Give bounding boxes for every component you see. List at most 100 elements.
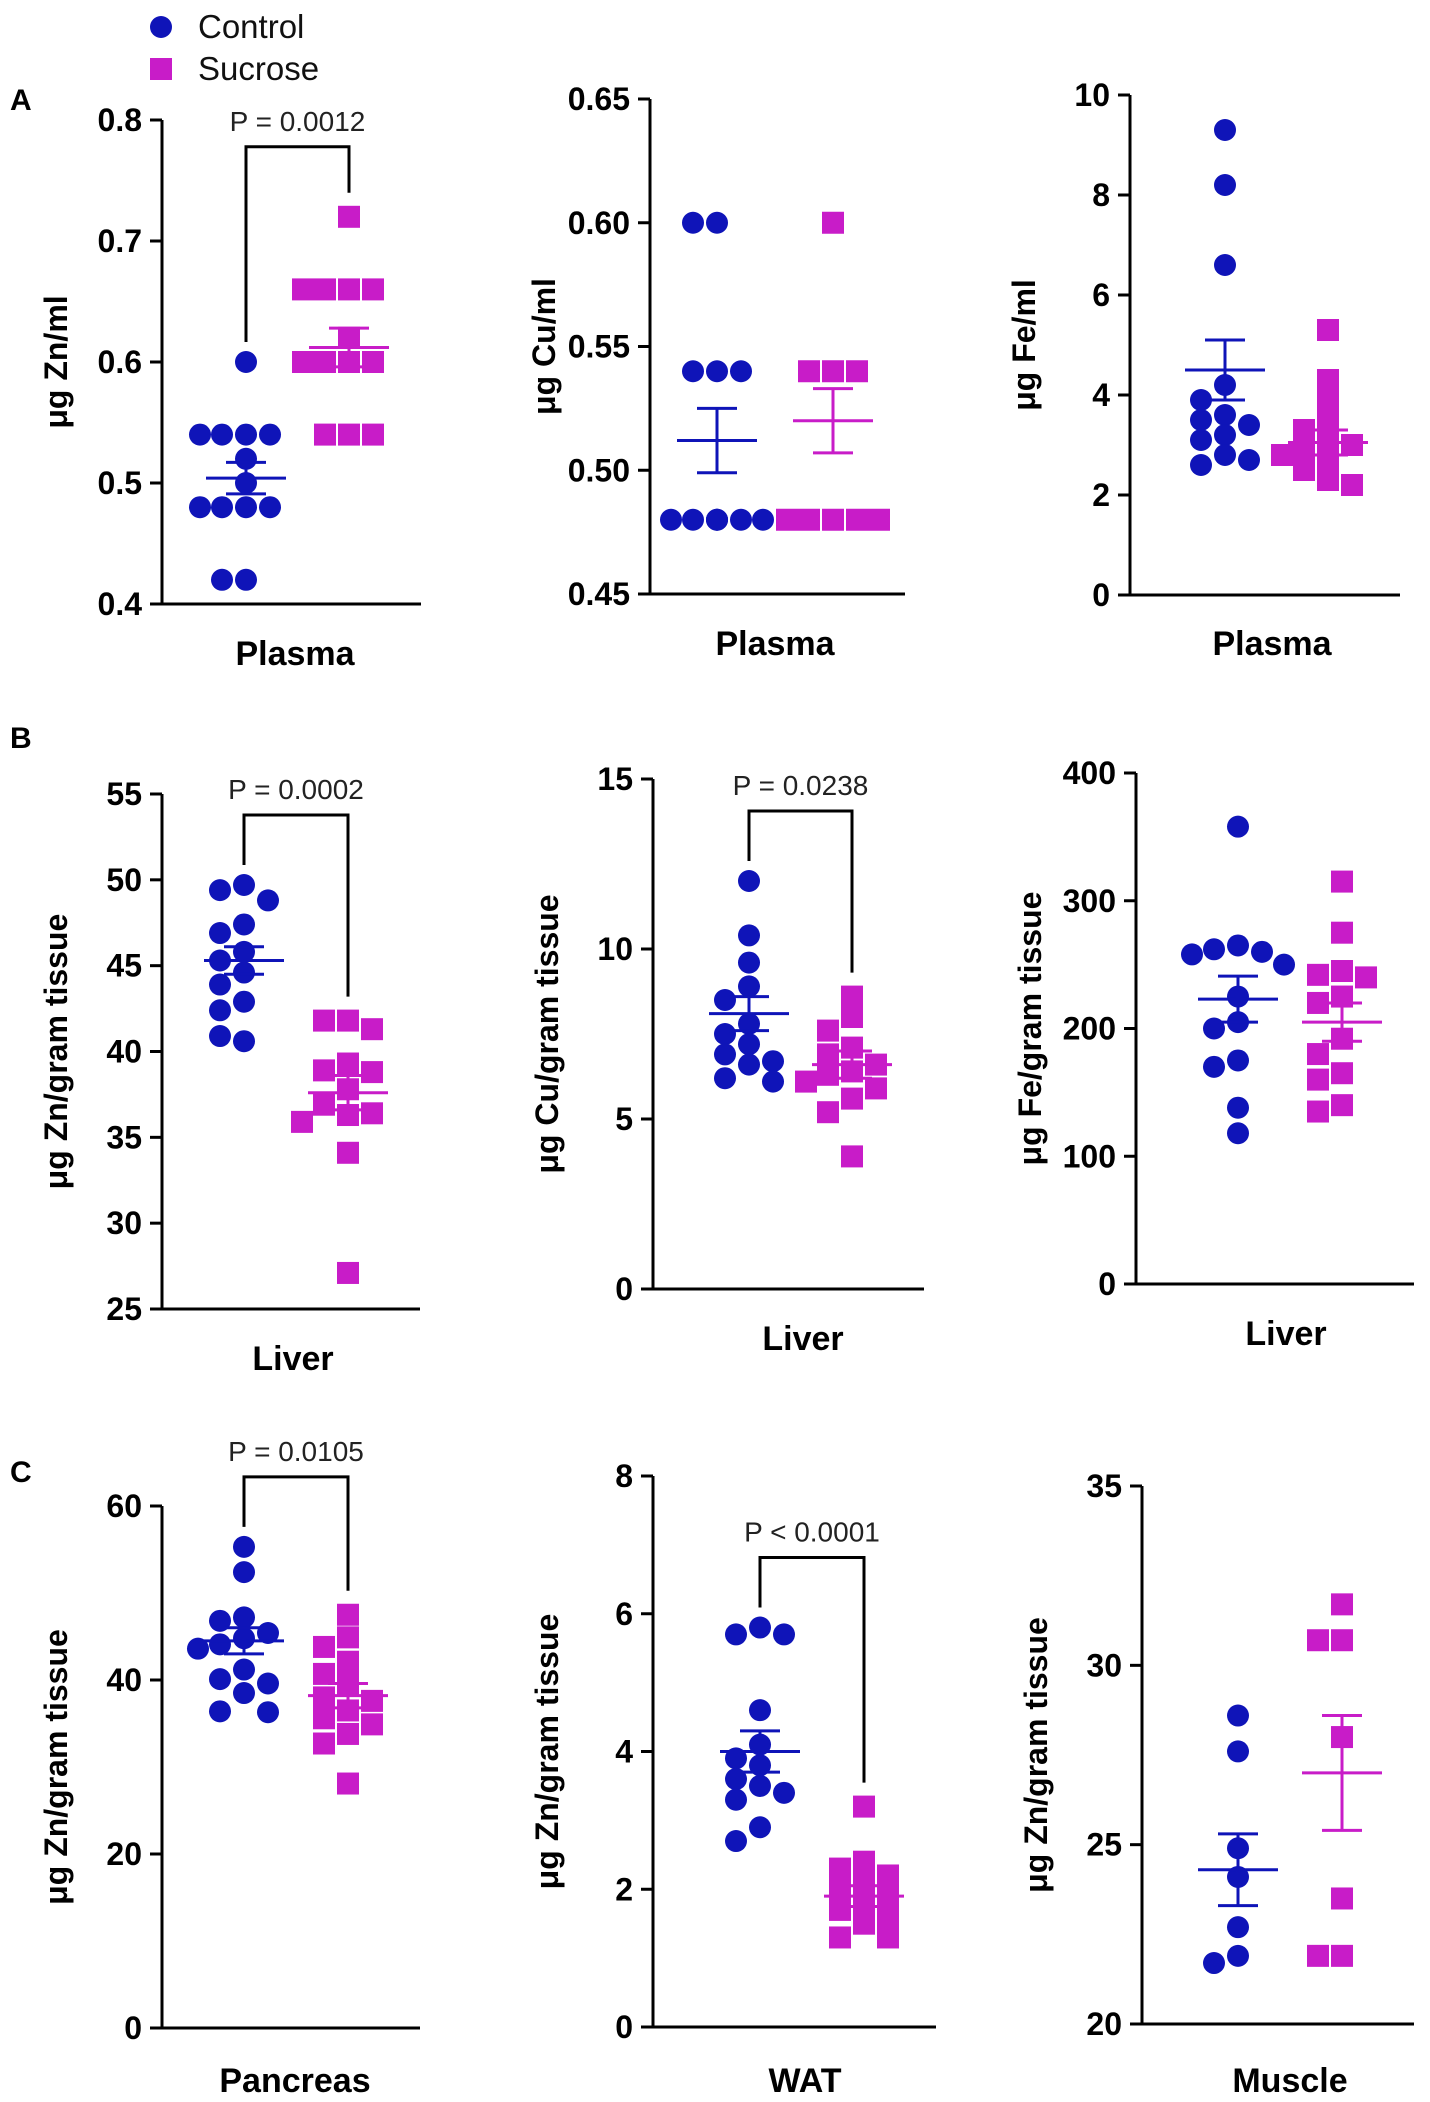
x-axis-label: Plasma: [715, 625, 835, 663]
y-tick-label: 0.50: [568, 452, 630, 488]
control-point: [1273, 953, 1295, 976]
control-point: [235, 496, 257, 519]
sucrose-point: [338, 205, 360, 228]
sucrose-point: [829, 1898, 851, 1921]
control-point: [209, 973, 231, 996]
x-axis-label: Plasma: [1212, 625, 1332, 663]
y-axis-label: μg Zn/gram tissue: [1018, 1617, 1054, 1893]
control-point: [660, 508, 682, 531]
chart-a2: 0.45 0.50 0.55 0.60 0.65 Plasma μg Cu/ml: [526, 81, 905, 663]
sucrose-point: [1341, 474, 1363, 496]
control-point: [235, 423, 257, 446]
control-point: [749, 1816, 771, 1839]
control-point: [1251, 940, 1273, 963]
sucrose-point: [361, 1102, 383, 1125]
y-tick-label: 35: [106, 1119, 142, 1155]
y-tick-label: 300: [1063, 883, 1116, 919]
y-tick-label: 200: [1063, 1011, 1116, 1047]
control-point: [1227, 1944, 1249, 1967]
control-point: [1190, 429, 1212, 451]
sucrose-point: [1307, 1068, 1329, 1091]
y-tick-label: 45: [106, 948, 142, 984]
control-point: [1238, 414, 1260, 436]
control-point: [233, 1561, 255, 1584]
sucrose-point: [817, 1063, 839, 1086]
control-point: [773, 1623, 795, 1646]
y-tick-label: 2: [615, 1871, 633, 1907]
sucrose-point: [829, 1857, 851, 1880]
significance-bracket: [244, 145, 351, 342]
sucrose-point: [877, 1864, 899, 1887]
control-point: [1227, 815, 1249, 838]
sucrose-point: [314, 423, 336, 446]
sucrose-point: [362, 278, 384, 301]
sucrose-point: [361, 1061, 383, 1084]
control-point: [738, 975, 760, 998]
chart-b3: 0 100 200 300 400 Liver μg Fe/gram tissue: [1012, 755, 1414, 1353]
control-point: [714, 1023, 736, 1045]
significance-bracket: [242, 1475, 350, 1591]
control-point: [1214, 119, 1236, 141]
control-point: [682, 360, 704, 383]
y-tick-label: 100: [1063, 1138, 1116, 1174]
y-tick-label: 400: [1063, 755, 1116, 791]
control-point: [706, 211, 728, 234]
sucrose-point: [338, 423, 360, 446]
sucrose-point: [841, 1087, 863, 1110]
sucrose-point: [1307, 963, 1329, 986]
y-tick-label: 35: [1086, 1468, 1122, 1504]
y-tick-label: 0.7: [98, 223, 142, 259]
sucrose-point: [337, 1009, 359, 1032]
sucrose-point: [313, 1635, 335, 1658]
chart-c3: 20 25 30 35 Muscle μg Zn/gram tissue: [1018, 1468, 1414, 2100]
sucrose-point: [313, 1732, 335, 1755]
legend-control-label: Control: [198, 8, 305, 45]
sucrose-point: [817, 1019, 839, 1042]
y-tick-label: 0.60: [568, 205, 630, 241]
control-point: [1214, 444, 1236, 466]
y-tick-label: 4: [615, 1734, 633, 1770]
sucrose-point: [846, 360, 868, 383]
control-point: [725, 1830, 747, 1853]
x-axis-label: Liver: [1245, 1315, 1326, 1353]
control-point: [773, 1781, 795, 1804]
y-tick-label: 0.45: [568, 576, 630, 612]
sucrose-point: [337, 1603, 359, 1626]
y-axis-label: μg Zn/gram tissue: [529, 1614, 565, 1890]
y-axis-label: μg Fe/ml: [1006, 279, 1042, 411]
y-tick-label: 30: [1086, 1647, 1122, 1683]
y-tick-label: 0.4: [98, 586, 143, 622]
control-point: [682, 508, 704, 531]
control-point: [233, 1658, 255, 1681]
control-point: [749, 1616, 771, 1639]
control-point: [259, 423, 281, 446]
x-axis-label: Muscle: [1232, 2062, 1347, 2100]
sucrose-point: [337, 1141, 359, 1164]
control-point: [1227, 934, 1249, 957]
sucrose-point: [1331, 1094, 1353, 1117]
control-point: [1227, 1122, 1249, 1145]
control-point: [1214, 174, 1236, 196]
control-point: [209, 1700, 231, 1723]
control-point: [209, 879, 231, 902]
sucrose-point: [1317, 469, 1339, 491]
control-point: [1203, 1055, 1225, 1078]
control-point: [233, 873, 255, 896]
control-point: [1214, 424, 1236, 446]
control-point: [725, 1623, 747, 1646]
y-tick-label: 30: [106, 1205, 142, 1241]
sucrose-point: [313, 1009, 335, 1032]
y-axis-label: μg Zn/ml: [38, 295, 74, 428]
y-tick-label: 60: [106, 1488, 142, 1524]
sucrose-point: [313, 1093, 335, 1116]
sucrose-point: [822, 360, 844, 383]
significance-bracket: [758, 1556, 866, 1783]
sucrose-point: [1331, 960, 1353, 983]
control-point: [730, 508, 752, 531]
sucrose-point: [1331, 1629, 1353, 1652]
y-axis-label: μg Zn/gram tissue: [38, 914, 74, 1190]
p-value-label: P = 0.0002: [228, 774, 364, 805]
y-tick-label: 40: [106, 1662, 142, 1698]
control-point: [682, 211, 704, 234]
control-point: [725, 1788, 747, 1811]
